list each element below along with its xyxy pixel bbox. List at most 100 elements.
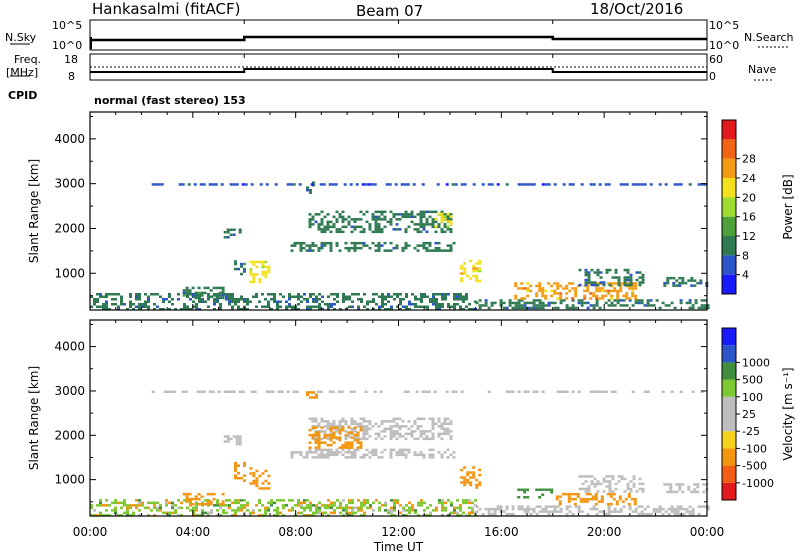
echo-cell bbox=[90, 305, 93, 308]
echo-cell bbox=[432, 509, 435, 512]
echo-cell bbox=[428, 210, 432, 214]
colorbar-tick-label: 8 bbox=[742, 249, 749, 262]
echo-cell bbox=[318, 305, 321, 308]
echo-cell bbox=[681, 490, 685, 494]
echo-cell bbox=[314, 213, 318, 216]
echo-cell bbox=[398, 425, 402, 428]
echo-cell bbox=[197, 286, 201, 290]
echo-cell bbox=[324, 506, 327, 510]
echo-cell bbox=[320, 420, 324, 423]
echo-cell bbox=[377, 241, 381, 245]
echo-cell bbox=[462, 499, 465, 502]
echo-cell bbox=[228, 303, 231, 306]
echo-cell bbox=[213, 308, 216, 311]
echo-region bbox=[555, 492, 637, 506]
echo-cell bbox=[326, 241, 330, 245]
echo-cell bbox=[372, 298, 375, 301]
echo-cell bbox=[541, 294, 545, 298]
echo-cell bbox=[335, 430, 339, 433]
echo-cell bbox=[323, 436, 327, 439]
echo-cell bbox=[356, 246, 360, 250]
echo-cell bbox=[547, 183, 551, 186]
echo-cell bbox=[198, 308, 201, 311]
echo-cell bbox=[431, 427, 435, 431]
echo-cell bbox=[685, 301, 689, 305]
echo-cell bbox=[273, 298, 276, 301]
echo-cell bbox=[268, 390, 272, 393]
echo-cell bbox=[339, 504, 342, 507]
echo-cell bbox=[123, 504, 126, 507]
echo-cell bbox=[147, 298, 150, 301]
echo-cell bbox=[377, 210, 381, 214]
echo-cell bbox=[267, 293, 270, 296]
echo-cell bbox=[342, 514, 345, 517]
echo-cell bbox=[403, 183, 407, 186]
echo-cell bbox=[353, 448, 357, 452]
echo-cell bbox=[282, 504, 285, 507]
echo-cell bbox=[174, 509, 177, 512]
echo-cell bbox=[693, 483, 697, 486]
echo-cell bbox=[341, 446, 345, 449]
echo-cell bbox=[663, 281, 667, 285]
echo-cell bbox=[610, 284, 614, 288]
echo-cell bbox=[405, 293, 408, 296]
echo-cell bbox=[405, 308, 408, 311]
echo-cell bbox=[371, 425, 375, 428]
echo-cell bbox=[664, 183, 668, 186]
echo-cell bbox=[419, 223, 423, 226]
echo-cell bbox=[387, 509, 390, 512]
echo-cell bbox=[691, 304, 695, 307]
echo-cell bbox=[216, 501, 219, 505]
echo-cell bbox=[646, 512, 650, 516]
echo-cell bbox=[231, 295, 234, 298]
echo-cell bbox=[308, 244, 312, 247]
echo-cell bbox=[607, 289, 611, 293]
echo-cell bbox=[192, 509, 195, 512]
echo-cell bbox=[308, 448, 312, 452]
echo-cell bbox=[201, 514, 204, 517]
echo-cell bbox=[437, 212, 441, 216]
echo-cell bbox=[596, 490, 600, 493]
echo-cell bbox=[292, 390, 296, 393]
echo-cell bbox=[634, 507, 638, 511]
echo-cell bbox=[226, 236, 230, 239]
echo-cell bbox=[629, 278, 633, 282]
echo-cell bbox=[577, 510, 581, 513]
echo-cell bbox=[267, 474, 271, 478]
echo-cell bbox=[144, 506, 147, 510]
echo-cell bbox=[443, 230, 447, 234]
echo-cell bbox=[663, 483, 667, 486]
echo-cell bbox=[96, 504, 99, 507]
echo-cell bbox=[425, 223, 429, 226]
echo-cell bbox=[264, 509, 267, 512]
echo-cell bbox=[604, 183, 608, 186]
echo-cell bbox=[589, 292, 593, 295]
echo-cell bbox=[191, 497, 195, 501]
echo-cell bbox=[670, 507, 674, 511]
echo-cell bbox=[565, 292, 569, 295]
echo-cell bbox=[583, 294, 587, 298]
echo-cell bbox=[523, 301, 527, 305]
echo-cell bbox=[570, 497, 574, 501]
echo-cell bbox=[374, 448, 378, 452]
echo-cell bbox=[446, 249, 450, 252]
echo-cell bbox=[147, 501, 150, 505]
echo-cell bbox=[355, 183, 359, 186]
echo-cell bbox=[573, 502, 577, 506]
echo-cell bbox=[357, 293, 360, 296]
echo-cell bbox=[198, 300, 201, 303]
echo-cell bbox=[345, 504, 348, 507]
echo-cell bbox=[370, 183, 374, 186]
echo-cell bbox=[425, 210, 429, 214]
echo-cell bbox=[291, 308, 294, 311]
echo-cell bbox=[90, 514, 93, 517]
echo-cell bbox=[514, 284, 518, 288]
echo-cell bbox=[697, 306, 701, 310]
echo-cell bbox=[601, 297, 605, 300]
echo-cell bbox=[587, 487, 591, 491]
echo-cell bbox=[432, 293, 435, 296]
echo-cell bbox=[159, 308, 162, 311]
echo-cell bbox=[669, 483, 673, 486]
echo-region bbox=[90, 499, 477, 517]
echo-cell bbox=[206, 492, 210, 496]
